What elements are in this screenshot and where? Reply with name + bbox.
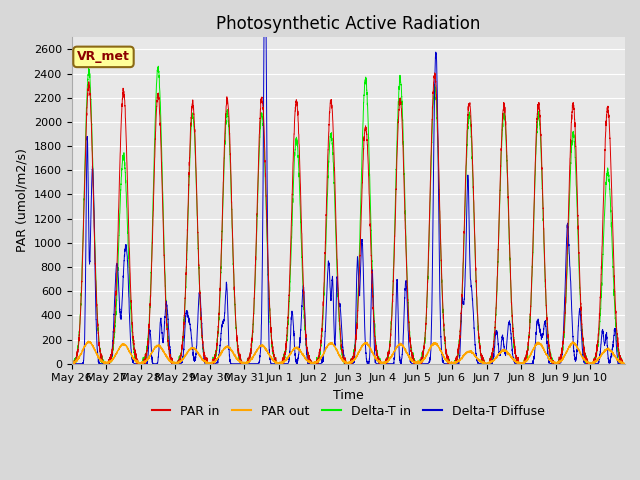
PAR out xyxy=(104,361,111,367)
Title: Photosynthetic Active Radiation: Photosynthetic Active Radiation xyxy=(216,15,481,33)
Line: PAR in: PAR in xyxy=(72,73,625,364)
PAR out xyxy=(542,350,550,356)
X-axis label: Time: Time xyxy=(333,389,364,402)
PAR in xyxy=(621,360,629,366)
PAR out xyxy=(399,342,406,348)
Delta-T Diffuse xyxy=(182,310,190,315)
Delta-T in xyxy=(621,361,629,367)
Delta-T Diffuse xyxy=(369,285,377,291)
Delta-T Diffuse xyxy=(68,361,76,367)
Delta-T Diffuse xyxy=(500,348,508,354)
Delta-T Diffuse xyxy=(542,324,550,329)
Delta-T Diffuse xyxy=(621,361,629,367)
Line: PAR out: PAR out xyxy=(72,341,625,364)
Delta-T in xyxy=(542,289,550,295)
Delta-T in xyxy=(70,361,78,367)
Delta-T in xyxy=(369,286,377,292)
PAR in xyxy=(369,293,377,299)
PAR in xyxy=(527,285,535,291)
Delta-T in xyxy=(399,118,406,123)
Delta-T in xyxy=(68,360,76,366)
PAR out xyxy=(369,350,377,356)
PAR out xyxy=(68,360,76,366)
PAR in xyxy=(399,129,406,135)
PAR out xyxy=(621,360,629,366)
PAR out xyxy=(84,338,92,344)
Delta-T in xyxy=(182,260,190,266)
Delta-T in xyxy=(154,63,162,69)
PAR in xyxy=(500,102,508,108)
PAR in xyxy=(68,360,76,366)
PAR out xyxy=(500,348,508,354)
Delta-T Diffuse xyxy=(527,361,535,367)
Line: Delta-T Diffuse: Delta-T Diffuse xyxy=(72,0,625,364)
Legend: PAR in, PAR out, Delta-T in, Delta-T Diffuse: PAR in, PAR out, Delta-T in, Delta-T Dif… xyxy=(147,400,550,423)
Delta-T Diffuse xyxy=(399,345,406,351)
Text: VR_met: VR_met xyxy=(77,50,130,63)
Delta-T in xyxy=(527,288,535,294)
Line: Delta-T in: Delta-T in xyxy=(72,66,625,364)
PAR in xyxy=(70,361,78,367)
Y-axis label: PAR (umol/m2/s): PAR (umol/m2/s) xyxy=(15,149,28,252)
PAR in xyxy=(182,264,190,270)
PAR out xyxy=(182,350,190,356)
PAR in xyxy=(431,70,438,76)
PAR out xyxy=(527,350,535,356)
PAR in xyxy=(542,286,550,292)
Delta-T Diffuse xyxy=(143,361,151,367)
Delta-T in xyxy=(500,111,508,117)
